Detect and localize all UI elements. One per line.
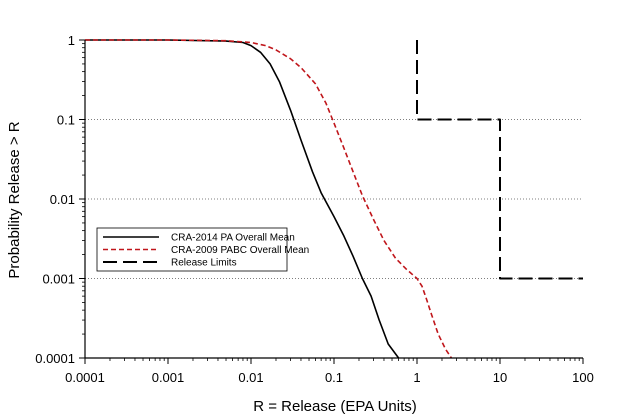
series-line-1	[85, 39, 400, 359]
legend-label-2: CRA-2009 PABC Overall Mean	[171, 245, 309, 256]
x-tick-label: 0.0001	[65, 370, 105, 385]
y-tick-label: 0.0001	[35, 351, 75, 366]
tick-labels: 0.0001 0.001 0.01 0.1 1 10 100 0.0001 0.001 0.01 0…	[35, 33, 594, 385]
x-tick-label: 1	[413, 370, 420, 385]
legend-label-1: CRA-2014 PA Overall Mean	[171, 233, 295, 244]
x-tick-label: 100	[572, 370, 594, 385]
x-tick-label: 10	[493, 370, 507, 385]
legend-label-3: Release Limits	[171, 258, 237, 269]
y-tick-label: 0.001	[42, 272, 75, 287]
series-layer	[85, 39, 583, 359]
axes	[79, 39, 584, 364]
x-tick-label: 0.01	[238, 370, 263, 385]
series-line-3	[416, 40, 583, 280]
x-tick-label: 0.001	[152, 370, 185, 385]
y-axis-title: Probability Release > R	[6, 121, 23, 278]
x-tick-label: 0.1	[325, 370, 343, 385]
series-line-2	[85, 39, 453, 359]
y-tick-label: 1	[68, 33, 75, 48]
gridlines	[85, 119, 583, 279]
x-axis-title: R = Release (EPA Units)	[253, 398, 417, 415]
y-tick-label: 0.01	[50, 192, 75, 207]
y-tick-label: 0.1	[57, 113, 75, 128]
